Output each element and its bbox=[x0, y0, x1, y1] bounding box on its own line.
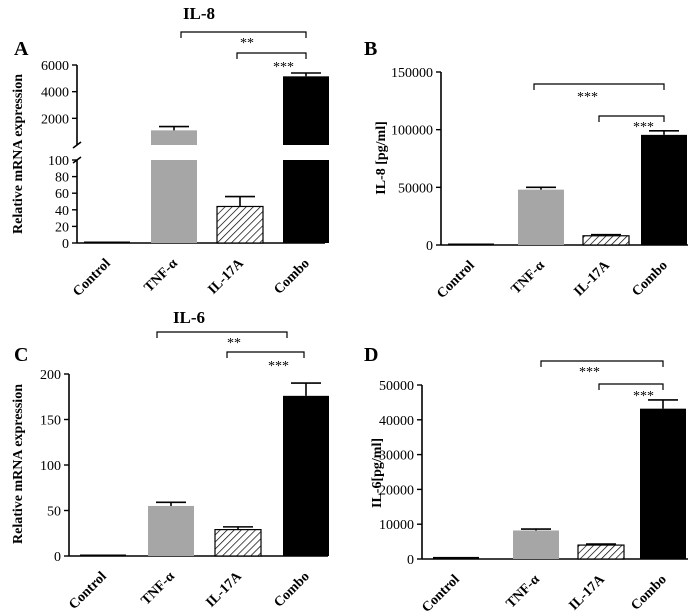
panel-a-y-lower-tick-label: 40 bbox=[55, 204, 69, 219]
panel-d-y-tick-label: 40000 bbox=[379, 414, 414, 429]
panel-a-y-lower-tick-label: 80 bbox=[55, 171, 69, 186]
panel-d-bar-0 bbox=[433, 556, 479, 559]
panel-c-bracket-1 bbox=[226, 351, 305, 358]
panel-d-bracket-0 bbox=[540, 360, 664, 367]
panel-b-y-tick-label: 150000 bbox=[391, 66, 433, 81]
panel-a-category-label: Combo bbox=[271, 256, 312, 297]
panel-d-category-label: Combo bbox=[628, 572, 669, 613]
panel-d-y-tick-label: 0 bbox=[407, 553, 414, 568]
panel-b-y-tick-label: 100000 bbox=[391, 124, 433, 139]
panel-d-letter: D bbox=[364, 344, 378, 366]
panel-b-letter: B bbox=[364, 38, 377, 60]
panel-c-bar-2 bbox=[214, 529, 262, 557]
panel-d-bar-3 bbox=[640, 408, 686, 559]
panel-d-sig-label-1: *** bbox=[633, 389, 654, 404]
panel-b-category-label: Combo bbox=[629, 258, 670, 299]
panel-d-category-label: IL-17A bbox=[566, 572, 608, 614]
panel-b-bar-1 bbox=[518, 189, 564, 245]
panel-a-sig-label-2: *** bbox=[273, 60, 294, 75]
panel-a-y-lower-tick-label: 0 bbox=[62, 237, 69, 252]
panel-b-category-label: Control bbox=[434, 258, 478, 302]
panel-d-ylabel: IL-6[pg/ml] bbox=[370, 438, 385, 508]
panel-b-category-label: IL-17A bbox=[571, 258, 613, 300]
panel-a-bracket-0 bbox=[180, 31, 307, 38]
panel-c-y-tick-label: 100 bbox=[40, 459, 61, 474]
panel-d-y-tick-label: 20000 bbox=[379, 483, 414, 498]
panel-a-y-lower-tick-label: 100 bbox=[48, 154, 69, 169]
panel-c-bar-3 bbox=[283, 395, 329, 556]
panel-c-bar-0 bbox=[80, 554, 126, 556]
panel-a-y-upper-tick-label: 6000 bbox=[41, 59, 69, 74]
panel-c-y-tick-label: 0 bbox=[54, 550, 61, 565]
panel-b-sig-label-1: *** bbox=[633, 120, 654, 135]
panel-c-bar-1 bbox=[148, 505, 194, 556]
panel-c-y-tick-label: 200 bbox=[40, 368, 61, 383]
panel-a-category-label: IL-17A bbox=[205, 256, 247, 298]
panel-a-sig-label-1: ** bbox=[240, 36, 254, 51]
panel-c-y-tick-label: 150 bbox=[40, 414, 61, 429]
panel-b-category-label: TNF-α bbox=[509, 258, 548, 297]
panel-d-bar-1 bbox=[513, 530, 559, 559]
panel-c-category-label: Combo bbox=[271, 569, 312, 610]
panel-d-y-tick-label: 30000 bbox=[379, 449, 414, 464]
panel-b-bar-2 bbox=[582, 235, 630, 246]
panel-a-bracket-1 bbox=[236, 52, 307, 59]
panel-a-y-upper-tick-label: 2000 bbox=[41, 112, 69, 127]
panel-d-bracket-1 bbox=[598, 383, 664, 390]
panel-b-bar-3 bbox=[641, 134, 687, 245]
panel-a-y-upper-tick-label: 4000 bbox=[41, 86, 69, 101]
panel-a-title: IL-8 bbox=[183, 4, 215, 23]
panel-a-y-lower-tick-label: 60 bbox=[55, 187, 69, 202]
panel-a-ylabel: Relative mRNA expression bbox=[11, 74, 26, 234]
panel-c-sig-label-1: ** bbox=[227, 336, 241, 351]
panel-a-letter: A bbox=[14, 38, 29, 60]
panel-c-letter: C bbox=[14, 344, 28, 366]
panel-a-bar-1 bbox=[151, 160, 197, 243]
panel-c-bracket-0 bbox=[156, 331, 288, 338]
panel-b-y-tick-label: 0 bbox=[426, 239, 433, 254]
panel-a-axis-break-mark bbox=[72, 141, 82, 149]
panel-a-y-lower-tick-label: 20 bbox=[55, 220, 69, 235]
panel-d-y-tick-label: 10000 bbox=[379, 518, 414, 533]
panel-c-y-tick-label: 50 bbox=[47, 505, 61, 520]
panel-c-category-label: Control bbox=[66, 569, 110, 613]
panel-b-ylabel: IL-8 [pg/ml] bbox=[374, 121, 389, 195]
panel-c-sig-label-2: *** bbox=[268, 359, 289, 374]
panel-d-bar-2 bbox=[577, 544, 625, 560]
panel-a-bar-0 bbox=[84, 241, 130, 243]
panel-b-bar-0 bbox=[448, 243, 494, 245]
panel-d-y-tick-label: 50000 bbox=[379, 379, 414, 394]
panel-a-bar-1-upper bbox=[151, 130, 197, 145]
panel-c-category-label: IL-17A bbox=[203, 569, 245, 611]
panel-b-bracket-1 bbox=[598, 115, 665, 122]
panel-c-category-label: TNF-α bbox=[139, 569, 178, 608]
panel-a-category-label: Control bbox=[70, 256, 114, 300]
panel-b-bracket-0 bbox=[533, 83, 665, 90]
panel-a-bar-3 bbox=[283, 160, 329, 243]
panel-a-bar-2 bbox=[216, 205, 264, 244]
panel-d-category-label: Control bbox=[419, 572, 463, 616]
panel-d-sig-label-0: *** bbox=[579, 365, 600, 380]
panel-b-y-tick-label: 50000 bbox=[398, 181, 433, 196]
panel-a-category-label: TNF-α bbox=[142, 256, 181, 295]
panel-c-title: IL-6 bbox=[173, 308, 205, 327]
panel-a-bar-3-upper bbox=[283, 76, 329, 145]
panel-c-ylabel: Relative mRNA expression bbox=[11, 384, 26, 544]
panel-d-category-label: TNF-α bbox=[504, 572, 543, 611]
panel-b-sig-label-0: *** bbox=[577, 90, 598, 105]
